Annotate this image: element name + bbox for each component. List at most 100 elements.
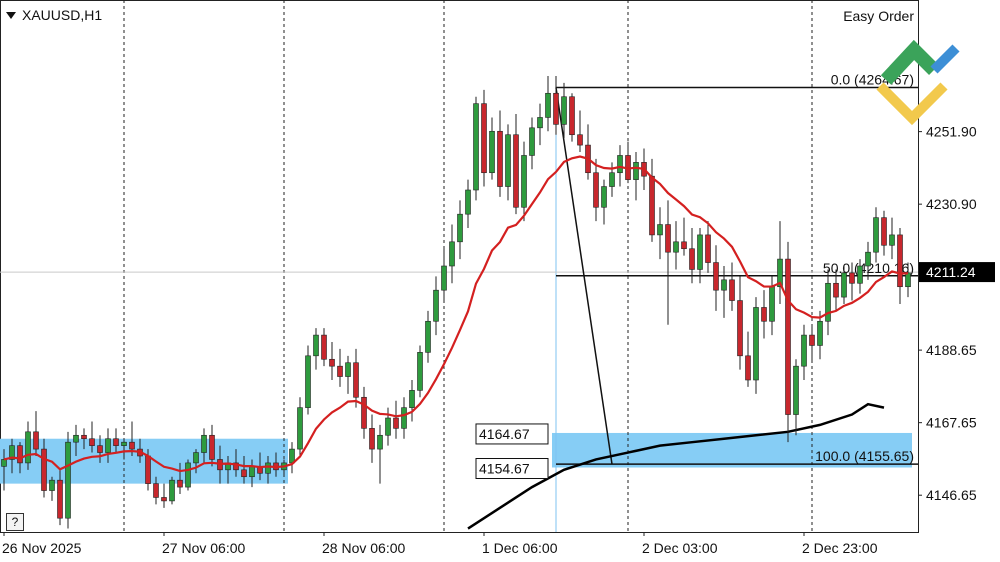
candle-bull[interactable] [305, 355, 311, 408]
candle-bull[interactable] [417, 352, 423, 391]
chart-menu-icon[interactable] [6, 11, 16, 19]
candle-bear[interactable] [569, 96, 575, 136]
candle-bull[interactable] [441, 265, 447, 291]
candle-bear[interactable] [713, 262, 719, 291]
candle-bull[interactable] [193, 452, 199, 464]
candle-bull[interactable] [825, 282, 831, 322]
candle-bull[interactable] [537, 117, 543, 129]
candle-bear[interactable] [337, 365, 343, 377]
candle-bear[interactable] [129, 441, 135, 450]
candle-bull[interactable] [401, 407, 407, 429]
candle-bull[interactable] [817, 320, 823, 346]
candle-bear[interactable] [689, 248, 695, 270]
candle-bear[interactable] [177, 479, 183, 488]
candle-bear[interactable] [513, 134, 519, 208]
candle-bull[interactable] [801, 334, 807, 367]
candle-bull[interactable] [561, 96, 567, 125]
candle-bear[interactable] [81, 434, 87, 440]
candle-bull[interactable] [1, 459, 7, 467]
candle-bull[interactable] [657, 224, 663, 236]
chart-title[interactable]: XAUUSD,H1 [6, 6, 102, 24]
candle-bear[interactable] [897, 234, 903, 288]
candle-bull[interactable] [505, 134, 511, 187]
candle-bear[interactable] [17, 445, 23, 464]
candle-bear[interactable] [833, 282, 839, 298]
help-button[interactable]: ? [6, 513, 24, 531]
candle-bear[interactable] [553, 92, 559, 125]
candle-bull[interactable] [105, 438, 111, 453]
candle-bear[interactable] [681, 241, 687, 250]
candle-bull[interactable] [873, 217, 879, 253]
candle-bull[interactable] [265, 462, 271, 474]
candle-bull[interactable] [249, 466, 255, 478]
candle-bull[interactable] [673, 241, 679, 253]
candle-bull[interactable] [905, 272, 911, 288]
candle-bear[interactable] [745, 355, 751, 381]
candle-bear[interactable] [705, 234, 711, 263]
candle-bear[interactable] [113, 438, 119, 446]
candle-bull[interactable] [289, 448, 295, 464]
candle-bull[interactable] [385, 417, 391, 436]
candle-bull[interactable] [865, 251, 871, 267]
candle-bear[interactable] [41, 448, 47, 491]
candle-bear[interactable] [361, 396, 367, 429]
candle-bear[interactable] [593, 172, 599, 208]
candle-bull[interactable] [25, 431, 31, 464]
candle-bull[interactable] [609, 172, 615, 187]
candle-bear[interactable] [241, 469, 247, 478]
candle-bear[interactable] [393, 417, 399, 429]
candle-bull[interactable] [457, 213, 463, 243]
zone-price-label-box-0[interactable] [475, 423, 549, 445]
candle-bull[interactable] [169, 479, 175, 502]
candle-bull[interactable] [449, 241, 455, 267]
candle-bull[interactable] [121, 441, 127, 446]
candle-bull[interactable] [753, 307, 759, 381]
candle-bear[interactable] [737, 300, 743, 357]
candle-bull[interactable] [697, 234, 703, 270]
candle-bull[interactable] [721, 279, 727, 291]
candle-bear[interactable] [881, 217, 887, 246]
candle-bear[interactable] [353, 362, 359, 398]
candle-bear[interactable] [97, 445, 103, 453]
candle-bull[interactable] [313, 334, 319, 357]
candle-bull[interactable] [345, 362, 351, 377]
candle-bull[interactable] [409, 390, 415, 408]
candle-bear[interactable] [33, 431, 39, 450]
candle-bull[interactable] [889, 234, 895, 246]
candle-bull[interactable] [777, 258, 783, 288]
candle-bear[interactable] [785, 258, 791, 415]
candle-bear[interactable] [577, 134, 583, 146]
candle-bull[interactable] [201, 434, 207, 453]
candle-bear[interactable] [729, 279, 735, 301]
candle-bull[interactable] [473, 103, 479, 191]
fib-trend-line[interactable] [555, 87, 613, 465]
candle-bear[interactable] [761, 307, 767, 322]
candle-bull[interactable] [65, 441, 71, 519]
candle-bull[interactable] [465, 189, 471, 215]
candle-bear[interactable] [849, 272, 855, 284]
candle-bull[interactable] [433, 289, 439, 322]
candle-bull[interactable] [601, 186, 607, 208]
candle-bull[interactable] [617, 155, 623, 174]
candle-bear[interactable] [369, 428, 375, 450]
candle-bull[interactable] [529, 127, 535, 156]
candle-bear[interactable] [145, 455, 151, 484]
candle-bear[interactable] [161, 497, 167, 502]
candle-bull[interactable] [521, 155, 527, 208]
candle-bear[interactable] [153, 483, 159, 498]
candle-bull[interactable] [377, 434, 383, 450]
candle-bull[interactable] [9, 445, 15, 460]
candle-bear[interactable] [57, 479, 63, 519]
candle-bear[interactable] [809, 334, 815, 346]
candle-bull[interactable] [49, 479, 55, 491]
candle-bear[interactable] [497, 130, 503, 187]
candle-bear[interactable] [89, 438, 95, 446]
candle-bull[interactable] [489, 130, 495, 174]
candle-bull[interactable] [769, 286, 775, 322]
candle-bull[interactable] [633, 162, 639, 180]
candle-bull[interactable] [857, 265, 863, 284]
candle-bear[interactable] [321, 334, 327, 360]
candle-bull[interactable] [841, 272, 847, 298]
